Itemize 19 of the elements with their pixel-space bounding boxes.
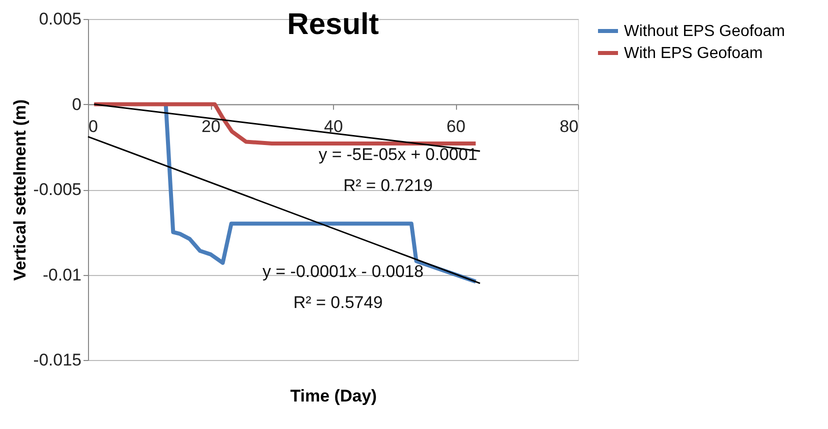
y-tick-label: -0.01 <box>42 265 82 284</box>
annotation: R² = 0.7219 <box>343 176 433 195</box>
chart-title: Result <box>287 8 379 41</box>
y-axis-title: Vertical settelment (m) <box>10 99 30 281</box>
y-tick-label: -0.005 <box>33 180 82 199</box>
y-tick-label: -0.015 <box>33 350 82 370</box>
annotation: y = -5E-05x + 0.0001 <box>318 145 478 164</box>
annotation: R² = 0.5749 <box>293 293 383 312</box>
x-axis-title: Time (Day) <box>290 386 377 406</box>
x-tick-label: 40 <box>324 116 343 136</box>
x-tick-label: 20 <box>202 116 220 136</box>
x-tick-label: 0 <box>88 116 98 136</box>
x-tick-label: 80 <box>560 116 578 136</box>
annotation: y = -0.0001x - 0.0018 <box>262 262 424 281</box>
y-tick-label: 0 <box>72 94 82 114</box>
legend-label: With EPS Geofoam <box>624 45 763 62</box>
y-tick-label: 0.005 <box>38 10 82 28</box>
legend-label: Without EPS Geofoam <box>624 23 785 40</box>
x-tick-label: 60 <box>446 116 466 136</box>
